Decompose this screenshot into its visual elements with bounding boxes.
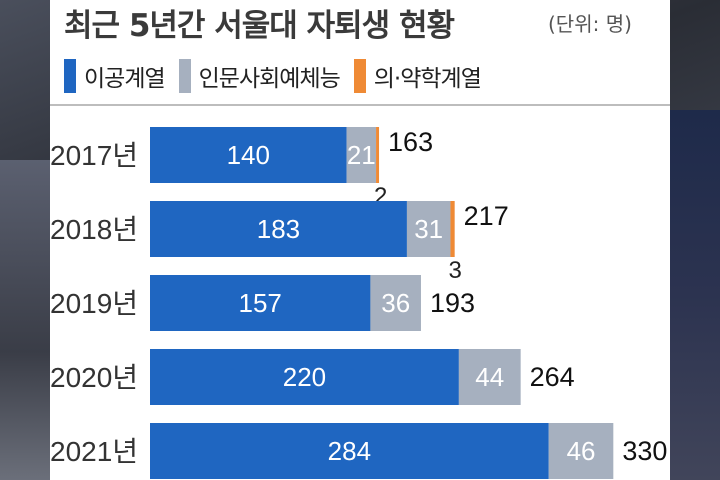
- legend-item-medical: 의·약학계열: [353, 59, 482, 93]
- bar-value-label-engineering: 140: [227, 140, 270, 170]
- bar-value-label-engineering: 157: [239, 288, 282, 318]
- bar-value-label-humanities: 31: [414, 214, 443, 244]
- bar-segment-medical: [376, 127, 380, 183]
- bar-value-label-engineering: 220: [283, 362, 326, 392]
- chart-title: 최근 5년간 서울대 자퇴생 현황: [64, 8, 455, 44]
- total-label: 163: [388, 127, 433, 157]
- bar-value-label-engineering: 284: [328, 436, 371, 466]
- total-label: 330: [622, 436, 667, 466]
- bar-segment-medical: [450, 201, 455, 257]
- bar-value-label-engineering: 183: [257, 214, 300, 244]
- background-left-shape: [0, 160, 55, 480]
- bar-value-label-medical: 3: [448, 257, 461, 284]
- legend-divider: [50, 104, 670, 106]
- legend-label-humanities: 인문사회예체능: [198, 66, 341, 92]
- unit-label: (단위: 명): [548, 12, 632, 36]
- total-label: 217: [464, 201, 509, 231]
- year-label: 2020년: [50, 362, 138, 393]
- total-label: 264: [530, 362, 575, 392]
- bar-segment-engineering: [150, 275, 371, 331]
- bar-value-label-humanities: 46: [567, 436, 596, 466]
- year-label: 2017년: [50, 140, 138, 171]
- legend-item-engineering: 이공계열: [64, 59, 166, 93]
- bar-segment-humanities: [548, 423, 614, 479]
- bar-segment-humanities: [346, 127, 377, 183]
- bar-segment-engineering: [150, 349, 459, 405]
- legend: 이공계열 인문사회예체능 의·약학계열: [64, 58, 495, 94]
- year-label: 2021년: [50, 436, 138, 467]
- bar-value-label-humanities: 44: [475, 362, 504, 392]
- legend-swatch-humanities: [178, 59, 191, 93]
- bar-value-label-humanities: 21: [347, 140, 376, 170]
- bar-segment-humanities: [370, 275, 421, 331]
- legend-swatch-medical: [353, 59, 366, 93]
- year-label: 2019년: [50, 288, 138, 319]
- legend-label-medical: 의·약학계열: [373, 66, 482, 92]
- bar-value-label-humanities: 36: [381, 288, 410, 318]
- year-label: 2018년: [50, 214, 138, 245]
- legend-label-engineering: 이공계열: [84, 66, 166, 92]
- bar-segment-humanities: [406, 201, 451, 257]
- bar-segment-engineering: [150, 127, 347, 183]
- background-right-shape: [668, 110, 720, 480]
- total-label: 193: [430, 288, 475, 318]
- legend-item-humanities: 인문사회예체능: [178, 59, 341, 93]
- legend-swatch-engineering: [64, 59, 76, 93]
- bar-segment-engineering: [150, 423, 549, 479]
- bar-segment-engineering: [150, 201, 407, 257]
- bar-segment-humanities: [458, 349, 521, 405]
